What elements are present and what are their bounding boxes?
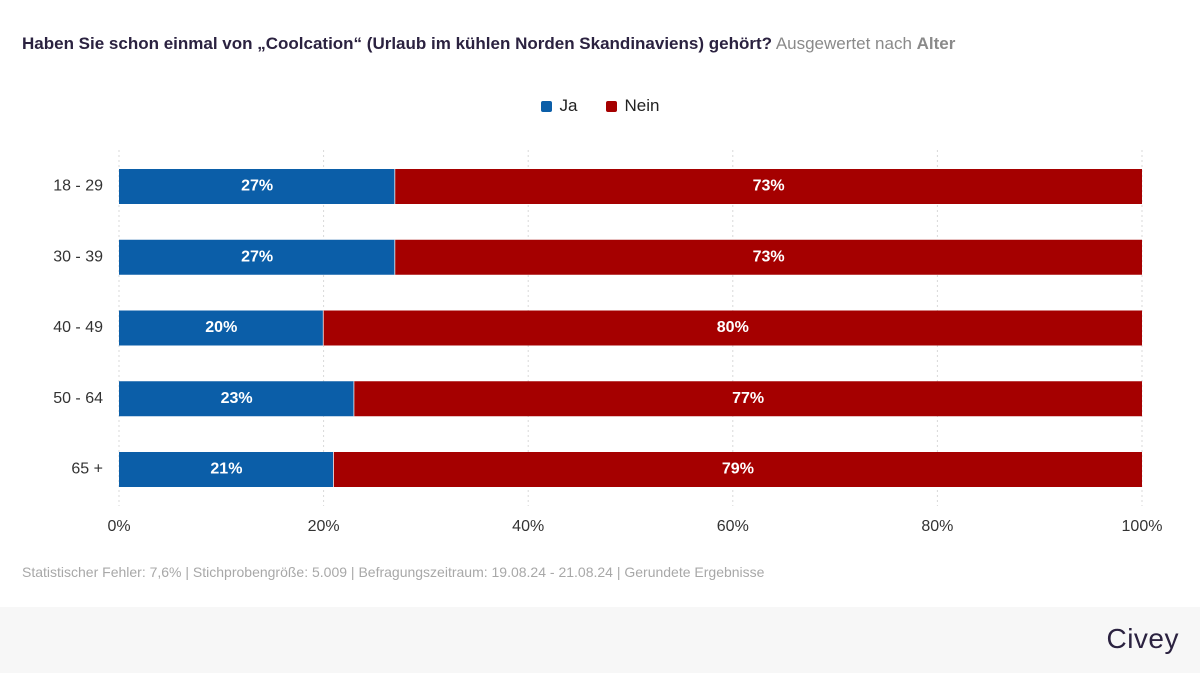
x-tick-labels: 0% 20% 40% 60% 80% 100% (107, 518, 1162, 535)
bar-ja (119, 310, 324, 346)
category-labels: 18 - 29 30 - 39 40 - 49 50 - 64 65 + (53, 178, 103, 478)
brand-logo: Civey (1106, 623, 1179, 654)
bar-nein (354, 381, 1142, 417)
bar-ja (119, 239, 396, 275)
data-label: 21% (210, 461, 242, 478)
grid-layer (118, 150, 1143, 506)
data-label: 27% (241, 178, 273, 195)
chart-subtitle-emphasis: Alter (916, 34, 956, 53)
bar-ja (119, 381, 355, 417)
bar-nein (395, 239, 1143, 275)
x-tick-label: 40% (512, 518, 544, 535)
data-label: 77% (732, 390, 764, 407)
category-label: 65 + (71, 461, 103, 478)
legend-swatch-ja (540, 100, 552, 112)
footer-band: Civey (0, 607, 1200, 673)
chart-subtitle: Ausgewertet nach (775, 34, 912, 53)
category-label: 30 - 39 (53, 248, 103, 265)
data-label: 80% (717, 319, 749, 336)
data-label: 79% (722, 461, 754, 478)
x-tick-label: 100% (1122, 518, 1163, 535)
legend-item-ja: Ja (540, 96, 578, 116)
data-label: 73% (753, 178, 785, 195)
data-label: 73% (753, 248, 785, 265)
bar-nein (323, 310, 1143, 346)
x-tick-label: 80% (921, 518, 953, 535)
bar-nein (395, 169, 1143, 204)
stacked-bar-chart: 27% 73% 27% 73% 20% 80% 23% 77% 21% 79% 18 - 29 30… (53, 150, 1162, 535)
category-label: 18 - 29 (53, 178, 103, 195)
legend-item-nein: Nein (605, 96, 660, 116)
x-tick-label: 20% (308, 518, 340, 535)
legend: Ja Nein (0, 96, 1200, 116)
legend-swatch-nein (605, 100, 617, 112)
chart-title-row: Haben Sie schon einmal von „Coolcation“ … (22, 33, 1182, 55)
bar-layer: 27% 73% 27% 73% 20% 80% 23% 77% 21% 79% (119, 169, 1143, 487)
bar-ja (119, 169, 396, 204)
x-tick-label: 0% (107, 518, 130, 535)
category-label: 40 - 49 (53, 319, 103, 336)
data-label: 27% (241, 248, 273, 265)
x-tick-label: 60% (717, 518, 749, 535)
legend-label-ja: Ja (559, 96, 578, 115)
legend-label-nein: Nein (624, 96, 660, 115)
footer-note: Statistischer Fehler: 7,6% | Stichproben… (22, 564, 765, 580)
bar-ja (119, 452, 334, 487)
data-label: 23% (221, 390, 253, 407)
category-label: 50 - 64 (53, 390, 103, 407)
data-label: 20% (205, 319, 237, 336)
bar-nein (333, 452, 1143, 487)
chart-title: Haben Sie schon einmal von „Coolcation“ … (22, 34, 773, 53)
